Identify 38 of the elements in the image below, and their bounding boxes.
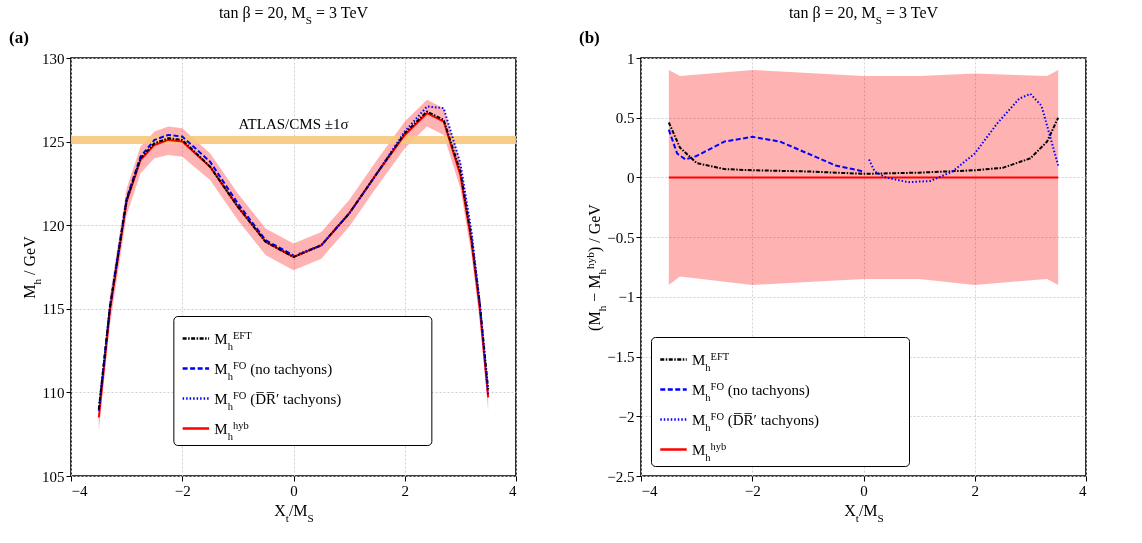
y-tick-label: −1.5 [607, 349, 635, 366]
y-tick-label: −0.5 [607, 229, 635, 246]
y-tick-label: 110 [42, 384, 65, 401]
y-tick-label: 120 [42, 217, 65, 234]
x-tick-label: −2 [174, 482, 191, 499]
x-tick-label: 2 [971, 482, 979, 499]
band-label: ATLAS/CMS ±1σ [238, 116, 349, 133]
x-tick-label: 4 [1079, 482, 1087, 499]
legend-label: M$_{h}$$^{FO}$ (D̅R̅′ tachyons) [214, 389, 342, 411]
y-tick-label: 0.5 [615, 110, 635, 127]
text: (a) [9, 28, 29, 47]
x-tick-label: 4 [509, 482, 517, 499]
y-tick-label: 1 [627, 50, 635, 67]
y-tick-label: 115 [42, 301, 65, 318]
legend-label: M$_{h}$$^{FO}$ (D̅R̅′ tachyons) [692, 410, 819, 432]
line-series [667, 128, 865, 173]
x-axis-title: X$_{t}$/M$_{S}$ [274, 501, 314, 524]
x-tick-label: −2 [744, 482, 761, 499]
y-tick-label: −2 [618, 408, 635, 425]
y-tick-label: 105 [42, 468, 65, 485]
line-series [667, 116, 1060, 175]
x-tick-label: 0 [290, 482, 298, 499]
legend-label: M$_{h}$$^{FO}$ (no tachyons) [692, 380, 810, 402]
x-tick-label: 2 [401, 482, 409, 499]
x-tick-label: −4 [71, 482, 88, 499]
chart-title: tan β = 20, M$_{S}$ = 3 TeV [218, 4, 369, 26]
y-tick-label: 130 [42, 50, 65, 67]
y-tick-label: 0 [627, 169, 635, 186]
y-tick-label: −2.5 [607, 468, 635, 485]
y-tick-label: −1 [618, 289, 635, 306]
chart-title: tan β = 20, M$_{S}$ = 3 TeV [788, 4, 939, 26]
y-tick-label: 125 [42, 134, 65, 151]
x-tick-label: −4 [641, 482, 658, 499]
legend-label: M$_{h}$$^{FO}$ (no tachyons) [214, 359, 333, 381]
text: (b) [579, 28, 600, 47]
x-axis-title: X$_{t}$/M$_{S}$ [844, 501, 884, 524]
x-tick-label: 0 [860, 482, 868, 499]
line-series [868, 92, 1060, 184]
